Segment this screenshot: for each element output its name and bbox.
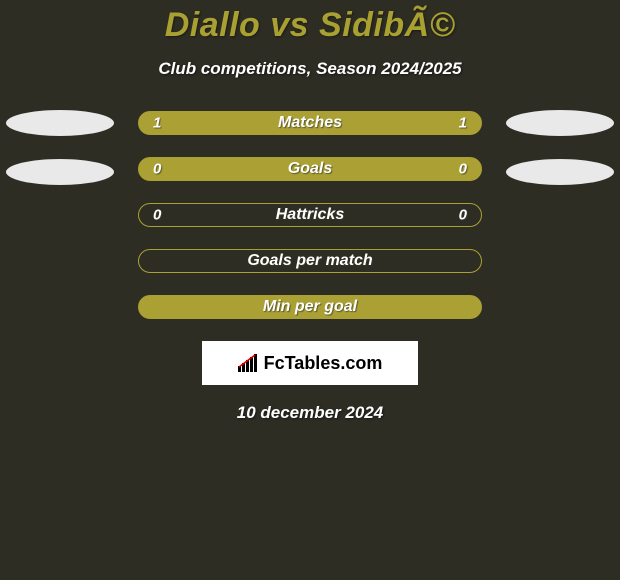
stat-pill: Goals per match [138, 249, 482, 273]
stat-pill: Min per goal [138, 295, 482, 319]
player-right-ellipse [506, 110, 614, 136]
chart-bars-icon [238, 354, 260, 372]
stat-label: Goals [288, 160, 332, 178]
stat-row: Goals per match [0, 249, 620, 273]
stat-label: Hattricks [276, 206, 344, 224]
stat-value-left: 0 [153, 207, 161, 224]
subtitle: Club competitions, Season 2024/2025 [0, 59, 620, 79]
player-right-ellipse [506, 159, 614, 185]
stat-pill: 0 Hattricks 0 [138, 203, 482, 227]
stat-pill: 0 Goals 0 [138, 157, 482, 181]
stat-row: 0 Goals 0 [0, 157, 620, 181]
stat-label: Goals per match [247, 252, 372, 270]
stat-value-left: 0 [153, 161, 161, 178]
stat-value-right: 0 [459, 161, 467, 178]
comparison-card: Diallo vs SidibÃ© Club competitions, Sea… [0, 0, 620, 580]
stat-value-right: 0 [459, 207, 467, 224]
page-title: Diallo vs SidibÃ© [0, 0, 620, 45]
stat-label: Matches [278, 114, 342, 132]
date-text: 10 december 2024 [0, 403, 620, 423]
stat-pill: 1 Matches 1 [138, 111, 482, 135]
logo: FcTables.com [238, 353, 383, 374]
stat-label: Min per goal [263, 298, 357, 316]
player-left-ellipse [6, 110, 114, 136]
player-left-ellipse [6, 159, 114, 185]
stat-row: 0 Hattricks 0 [0, 203, 620, 227]
logo-text: FcTables.com [264, 353, 383, 374]
stat-rows: 1 Matches 1 0 Goals 0 0 Hattricks 0 Goals per mat… [0, 111, 620, 319]
stat-value-right: 1 [459, 115, 467, 132]
stat-row: Min per goal [0, 295, 620, 319]
stat-row: 1 Matches 1 [0, 111, 620, 135]
logo-box: FcTables.com [202, 341, 418, 385]
stat-value-left: 1 [153, 115, 161, 132]
